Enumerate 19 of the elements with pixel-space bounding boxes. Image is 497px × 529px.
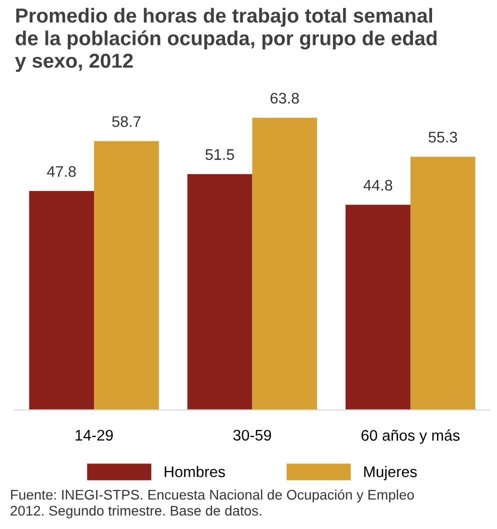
data-label: 63.8 <box>270 92 299 104</box>
source-note: Fuente: INEGI-STPS. Encuesta Nacional de Ocupación y Empleo 2012. Segundo trimestre. Base de datos. <box>10 489 414 518</box>
data-label: 51.5 <box>206 149 234 160</box>
data-label: 55.3 <box>428 132 458 143</box>
legend-label: Hombres <box>164 466 225 478</box>
bar <box>29 191 94 410</box>
data-label: 58.7 <box>112 116 141 127</box>
bar <box>410 156 476 410</box>
x-tick-label: 14-29 <box>76 430 113 441</box>
bar <box>187 174 252 410</box>
data-label: 44.8 <box>363 180 392 191</box>
x-tick-label: 60 años y más <box>362 429 460 444</box>
x-tick-label: 30-59 <box>233 430 272 441</box>
data-label: 47.8 <box>47 166 76 177</box>
legend-label: Mujeres <box>364 466 417 480</box>
bar <box>94 141 159 410</box>
bar <box>252 118 318 410</box>
bar <box>346 204 410 410</box>
chart-title: Promedio de horas de trabajo total semanal de la población ocupada, por grupo de edad y sexo, 2012 <box>15 8 437 72</box>
